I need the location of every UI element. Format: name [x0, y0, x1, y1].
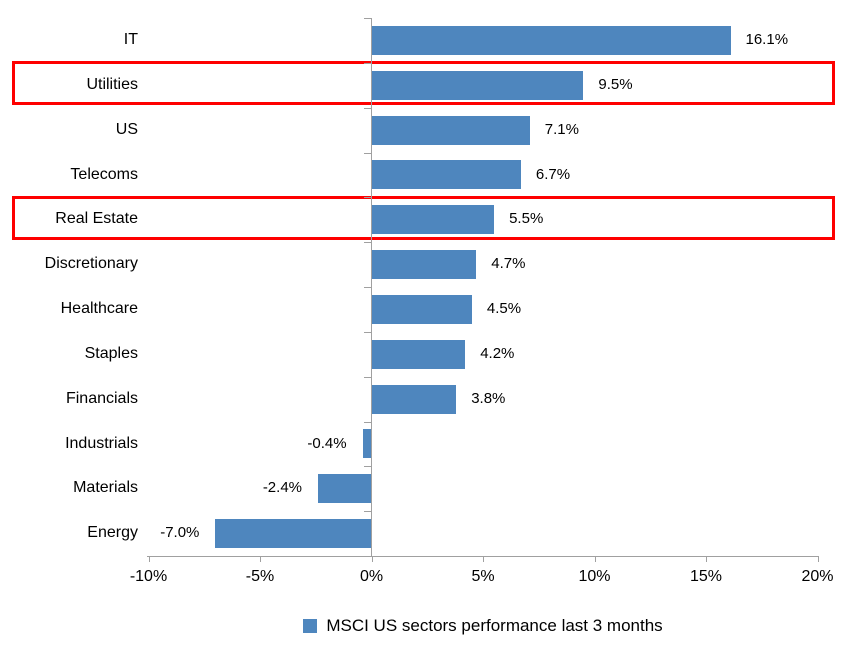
x-tick [594, 556, 596, 562]
x-tick-label-4: 10% [578, 568, 611, 585]
category-label-energy: Energy [87, 524, 138, 542]
legend: MSCI US sectors performance last 3 month… [148, 611, 818, 641]
value-label-energy: -7.0% [160, 524, 200, 542]
x-tick [260, 556, 261, 562]
value-label-us: 7.1% [544, 120, 579, 138]
value-label-utilities: 9.5% [598, 75, 633, 93]
x-tick-label-2: 0% [359, 568, 384, 585]
category-tick [364, 511, 371, 513]
x-tick [371, 556, 373, 562]
highlight-box-utilities [12, 61, 835, 106]
value-label-staples: 4.2% [480, 344, 515, 362]
category-tick [364, 107, 371, 109]
category-label-materials: Materials [73, 479, 138, 497]
bar-it [371, 25, 731, 55]
bar-staples [371, 339, 466, 369]
bar-energy [215, 519, 372, 549]
category-label-telecoms: Telecoms [70, 165, 138, 183]
category-label-us: US [115, 120, 138, 138]
value-label-discretionary: 4.7% [491, 255, 526, 273]
category-tick [364, 242, 371, 244]
highlight-box-real-estate [12, 195, 835, 240]
y-axis-line [371, 18, 372, 556]
x-tick-label-1: -5% [245, 568, 275, 585]
x-tick-label-3: 5% [471, 568, 495, 585]
category-tick [364, 466, 371, 468]
bar-us [371, 115, 530, 145]
category-label-it: IT [123, 31, 138, 48]
value-label-healthcare: 4.5% [486, 300, 522, 317]
x-tick [706, 556, 707, 562]
category-tick [364, 152, 371, 154]
x-tick [483, 556, 484, 562]
x-tick-label-6: 20% [801, 568, 834, 585]
x-tick [148, 556, 150, 562]
bar-healthcare [371, 294, 472, 324]
category-label-industrials: Industrials [65, 434, 138, 452]
category-label-real-estate: Real Estate [55, 210, 138, 228]
category-tick [364, 376, 371, 378]
category-label-financials: Financials [65, 389, 138, 407]
bar-industrials [362, 429, 372, 459]
value-label-materials: -2.4% [262, 479, 302, 497]
category-tick [364, 287, 371, 288]
category-tick [364, 421, 371, 423]
category-tick [364, 62, 371, 64]
x-tick [817, 556, 819, 562]
bar-real-estate [371, 205, 495, 235]
x-axis-line [147, 556, 818, 557]
category-label-discretionary: Discretionary [44, 255, 138, 273]
category-label-staples: Staples [84, 344, 138, 362]
legend-swatch-icon [303, 619, 318, 633]
value-label-real-estate: 5.5% [509, 210, 544, 228]
value-label-it: 16.1% [745, 31, 789, 48]
legend-label: MSCI US sectors performance last 3 month… [326, 616, 663, 635]
value-label-telecoms: 6.7% [535, 165, 571, 183]
x-tick-label-5: 15% [689, 568, 723, 585]
bar-financials [371, 384, 457, 414]
bar-utilities [371, 70, 584, 100]
bar-discretionary [371, 250, 477, 280]
category-label-healthcare: Healthcare [60, 300, 138, 317]
category-tick [364, 18, 371, 19]
bar-telecoms [371, 160, 521, 190]
category-label-utilities: Utilities [86, 75, 138, 93]
category-tick [364, 331, 371, 333]
bar-materials [318, 474, 372, 504]
x-tick-label-0: -10% [129, 568, 168, 585]
value-label-industrials: -0.4% [307, 434, 347, 452]
value-label-financials: 3.8% [471, 389, 506, 407]
category-tick [364, 197, 371, 199]
